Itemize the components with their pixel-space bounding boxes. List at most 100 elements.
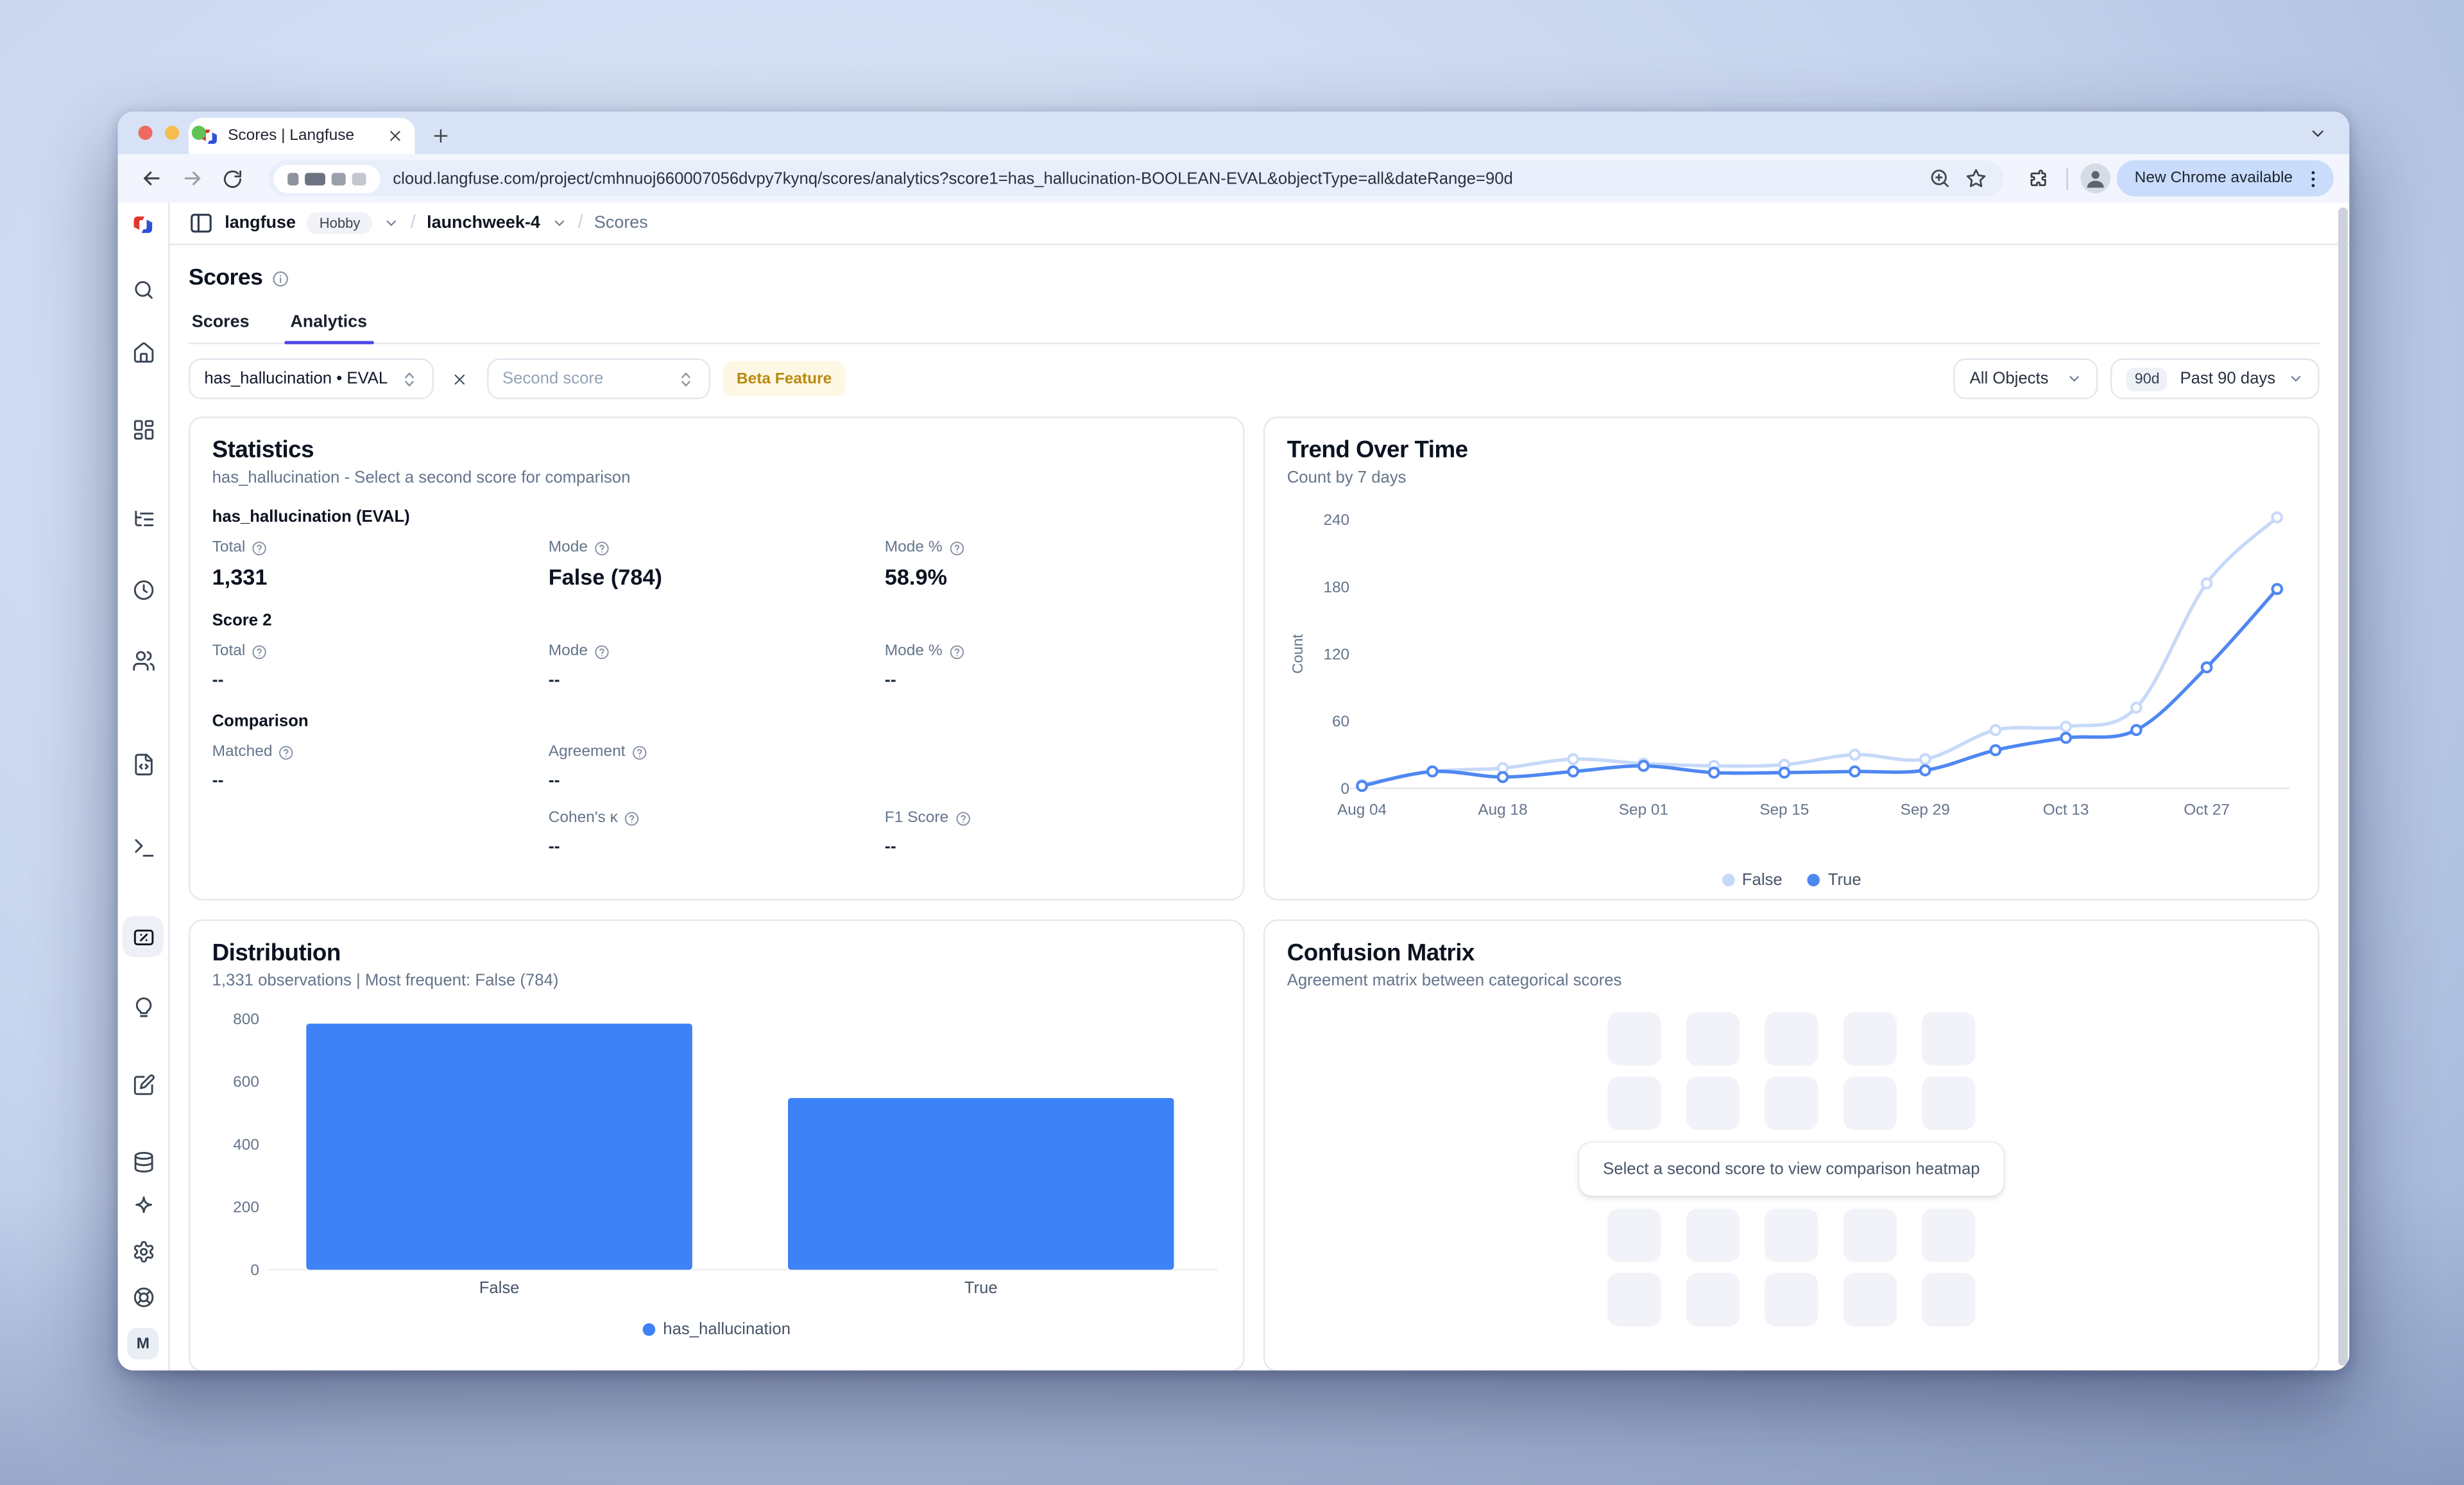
breadcrumb-project[interactable]: launchweek-4 bbox=[427, 214, 540, 233]
chevron-down-icon[interactable] bbox=[384, 216, 399, 231]
sidebar-item-search[interactable] bbox=[124, 270, 162, 308]
new-tab-button[interactable] bbox=[424, 119, 456, 151]
help-icon[interactable] bbox=[948, 644, 964, 659]
breadcrumb-separator: / bbox=[410, 210, 416, 233]
heatmap-placeholder-grid-bottom bbox=[1607, 1208, 1976, 1337]
help-icon[interactable] bbox=[278, 744, 294, 760]
help-icon[interactable] bbox=[955, 810, 970, 825]
heatmap-placeholder-cell bbox=[1765, 1208, 1818, 1262]
tab-analytics[interactable]: Analytics bbox=[284, 313, 373, 345]
info-icon[interactable] bbox=[272, 270, 289, 287]
browser-tab[interactable]: Scores | Langfuse bbox=[188, 117, 415, 155]
panel-left-toggle-icon[interactable] bbox=[189, 210, 214, 236]
confusion-placeholder: Select a second score to view comparison… bbox=[1287, 1012, 2296, 1337]
sidebar-item-sessions[interactable] bbox=[124, 571, 162, 608]
heatmap-placeholder-cell bbox=[1607, 1076, 1661, 1130]
stat-value: -- bbox=[548, 837, 560, 857]
date-range-badge: 90d bbox=[2126, 366, 2168, 391]
help-icon[interactable] bbox=[594, 540, 610, 555]
breadcrumb-org[interactable]: langfuse bbox=[225, 214, 296, 233]
clear-score-button[interactable] bbox=[446, 365, 474, 393]
stat-value: -- bbox=[212, 671, 224, 691]
heatmap-placeholder-row bbox=[1607, 1208, 1976, 1262]
toolbar-divider bbox=[2067, 167, 2069, 190]
forward-icon[interactable] bbox=[175, 161, 209, 196]
window-minimize-button[interactable] bbox=[165, 125, 180, 140]
help-icon[interactable] bbox=[252, 644, 267, 659]
legend-item[interactable]: has_hallucination bbox=[642, 1320, 791, 1339]
breadcrumb-separator: / bbox=[578, 210, 583, 233]
sidebar-item-ask-ai[interactable] bbox=[124, 1187, 162, 1224]
help-icon[interactable] bbox=[624, 810, 640, 825]
terminal-icon bbox=[134, 838, 153, 856]
top-navigation: langfuse Hobby / launchweek-4 / Scores bbox=[169, 203, 2350, 246]
site-chip-glyph bbox=[352, 172, 366, 185]
reload-icon[interactable] bbox=[216, 161, 250, 196]
stat-value: False (784) bbox=[548, 564, 662, 590]
sidebar-item-playground[interactable] bbox=[124, 828, 162, 866]
sidebar-item-evaluators[interactable] bbox=[124, 988, 162, 1026]
legend-dot-icon bbox=[642, 1323, 656, 1336]
sidebar-item-tracing[interactable] bbox=[124, 500, 162, 538]
sidebar-item-dashboards[interactable] bbox=[124, 410, 162, 448]
tab-scores[interactable]: Scores bbox=[191, 313, 250, 332]
date-range-select[interactable]: 90d Past 90 days bbox=[2111, 358, 2320, 400]
bookmark-star-icon[interactable] bbox=[1965, 167, 1989, 191]
help-icon[interactable] bbox=[631, 744, 647, 760]
list-tree-icon bbox=[134, 510, 153, 526]
legend-item[interactable]: True bbox=[1807, 871, 1861, 889]
chevron-down-icon[interactable] bbox=[551, 216, 567, 231]
object-type-value: All Objects bbox=[1969, 369, 2049, 388]
chrome-update-button[interactable]: New Chrome available bbox=[2117, 160, 2334, 197]
svg-text:400: 400 bbox=[233, 1136, 259, 1153]
legend-item[interactable]: False bbox=[1721, 871, 1783, 889]
heatmap-placeholder-cell bbox=[1922, 1076, 1976, 1130]
sidebar-item-prompts[interactable] bbox=[124, 745, 162, 783]
score2-select[interactable]: Second score bbox=[486, 358, 710, 400]
score1-select[interactable]: has_hallucination • EVAL bbox=[188, 358, 434, 400]
window-close-button[interactable] bbox=[138, 125, 153, 140]
scrollbar-thumb[interactable] bbox=[2338, 207, 2348, 1366]
svg-text:240: 240 bbox=[1323, 511, 1349, 529]
back-icon[interactable] bbox=[133, 161, 168, 196]
langfuse-logo[interactable] bbox=[132, 203, 154, 245]
beta-feature-badge: Beta Feature bbox=[722, 361, 846, 397]
address-bar[interactable]: cloud.langfuse.com/project/cmhnuoj660007… bbox=[268, 160, 2005, 197]
sidebar-item-home[interactable] bbox=[124, 333, 162, 371]
clipboard-pen-icon bbox=[133, 1074, 154, 1095]
site-info-chip[interactable] bbox=[273, 164, 381, 193]
page-scrollbar[interactable] bbox=[2338, 206, 2348, 1368]
sidebar-bottom: M bbox=[124, 1187, 162, 1371]
help-icon[interactable] bbox=[594, 644, 610, 659]
tab-search-icon[interactable] bbox=[2302, 118, 2334, 150]
window-zoom-button[interactable] bbox=[191, 125, 206, 140]
score2-section-label: Score 2 bbox=[212, 611, 272, 631]
svg-text:0: 0 bbox=[1341, 780, 1350, 798]
extensions-icon[interactable] bbox=[2020, 161, 2055, 196]
svg-text:Oct 27: Oct 27 bbox=[2184, 802, 2230, 819]
tab-close-icon[interactable] bbox=[385, 126, 404, 145]
date-range-value: Past 90 days bbox=[2180, 369, 2276, 388]
object-type-select[interactable]: All Objects bbox=[1954, 358, 2099, 400]
heatmap-placeholder-cell bbox=[1922, 1012, 1976, 1066]
sidebar-item-users[interactable] bbox=[124, 641, 162, 679]
stat-total: Total 1,331 bbox=[212, 539, 549, 589]
zoom-icon[interactable] bbox=[1929, 167, 1953, 191]
help-icon[interactable] bbox=[948, 540, 964, 555]
sidebar-item-annotation[interactable] bbox=[124, 1065, 162, 1103]
score1-stats: Total 1,331 Mode False (784) Mode % 58.9… bbox=[212, 539, 1221, 589]
heatmap-placeholder-row bbox=[1607, 1012, 1976, 1066]
profile-avatar[interactable] bbox=[2081, 163, 2111, 194]
sidebar-item-support[interactable] bbox=[124, 1278, 162, 1316]
heatmap-placeholder-row bbox=[1607, 1273, 1976, 1326]
browser-menu-icon[interactable] bbox=[2302, 167, 2324, 189]
stat-label: Mode % bbox=[884, 539, 943, 556]
svg-text:60: 60 bbox=[1332, 713, 1349, 730]
user-avatar[interactable]: M bbox=[127, 1328, 159, 1360]
score2-stats: Total -- Mode -- Mode % -- bbox=[212, 643, 1221, 690]
sidebar-item-datasets[interactable] bbox=[124, 1142, 162, 1180]
sidebar-item-scores[interactable] bbox=[123, 916, 164, 957]
help-icon[interactable] bbox=[252, 540, 267, 555]
svg-text:Oct 13: Oct 13 bbox=[2043, 802, 2089, 819]
sidebar-item-settings[interactable] bbox=[124, 1232, 162, 1270]
